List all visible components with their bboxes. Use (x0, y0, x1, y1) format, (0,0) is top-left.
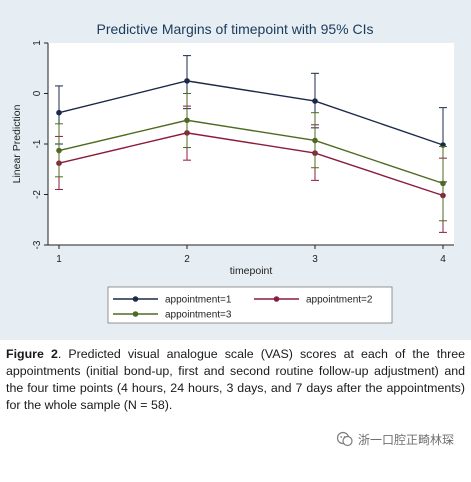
x-tick-label: 3 (312, 254, 318, 265)
series-line (58, 132, 444, 197)
x-tick-label: 1 (56, 254, 62, 265)
data-point (440, 180, 446, 187)
watermark: 浙一口腔正畸林琛 (336, 430, 454, 448)
legend-marker (273, 296, 280, 302)
chart-title: Predictive Margins of timepoint with 95%… (97, 21, 374, 37)
series-line (58, 119, 444, 185)
y-tick-label: 1 (32, 40, 43, 46)
caption-text: . Predicted visual analogue scale (VAS) … (6, 347, 465, 412)
legend: appointment=1 appointment=2 appointment=3 (107, 286, 393, 324)
watermark-text: 浙一口腔正畸林琛 (358, 432, 455, 447)
data-point (184, 117, 190, 124)
series-1 (55, 55, 447, 183)
data-point (184, 78, 190, 84)
y-axis-label: Linear Prediction (11, 104, 23, 183)
series-3 (55, 93, 447, 222)
plot-area (48, 43, 454, 245)
data-point (312, 98, 318, 104)
y-tick-label: 0 (32, 90, 43, 96)
legend-marker (132, 296, 139, 302)
legend-marker (132, 311, 139, 317)
chart-panel: Predictive Margins of timepoint with 95%… (0, 0, 471, 340)
legend-label: appointment=2 (306, 295, 373, 306)
y-tick-label: -2 (32, 190, 43, 199)
data-point (56, 109, 62, 116)
series-layer (55, 55, 447, 233)
figure-caption: Figure 2. Predicted visual analogue scal… (6, 346, 465, 414)
series-line (58, 80, 444, 146)
legend-label: appointment=3 (165, 310, 232, 321)
legend-box (107, 286, 393, 324)
x-tick-label: 2 (184, 254, 190, 265)
legend-label: appointment=1 (165, 295, 232, 306)
data-point (56, 147, 62, 154)
axes: 1 0 -1 -2 -3 1 2 3 4 (32, 40, 454, 265)
data-point (312, 137, 318, 144)
chart-svg: Predictive Margins of timepoint with 95%… (11, 21, 454, 324)
y-tick-label: -1 (32, 139, 43, 148)
y-tick-label: -3 (32, 240, 43, 249)
caption-label: Figure 2 (6, 347, 58, 361)
x-axis-label: timepoint (230, 265, 273, 277)
wechat-icon (336, 431, 353, 447)
x-tick-label: 4 (440, 254, 446, 265)
